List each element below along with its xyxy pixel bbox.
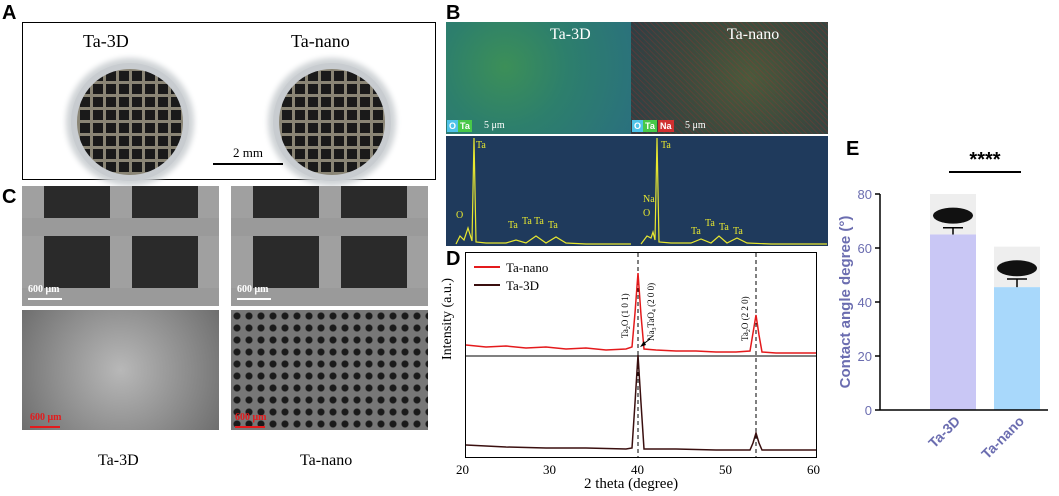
- annotation-ta2o-220: Ta2O (2 2 0): [740, 296, 752, 341]
- contact-angle-bars: [880, 194, 1048, 411]
- label-c-ta-nano: Ta-nano: [300, 452, 353, 469]
- x-label-ta-3d: Ta-3D: [925, 413, 963, 451]
- y-tick-label: 60: [858, 241, 872, 256]
- svg-text:Ta2O (1 0 1): Ta2O (1 0 1): [620, 293, 632, 338]
- label-c-ta-3d: Ta-3D: [98, 452, 139, 469]
- eds-map-ta-nano: Ta-nano O Ta Na 5 μm: [631, 22, 828, 136]
- annotation-ta2o-101: Ta2O (1 0 1): [620, 293, 632, 338]
- scale-bar-c1: [28, 298, 62, 300]
- panel-letter-d: D: [446, 248, 461, 270]
- peak-label: Ta: [733, 226, 743, 237]
- peak-label: Ta: [522, 216, 532, 227]
- svg-text:Na3TaO4 (2 0 0): Na3TaO4 (2 0 0): [646, 283, 658, 341]
- scaffold-ta-3d: [71, 63, 189, 181]
- peak-label: Ta: [534, 216, 544, 227]
- contact-angle-ylabel: Contact angle degree (°): [837, 216, 854, 389]
- xrd-xtick-60: 60: [807, 462, 820, 477]
- peak-label: Ta: [508, 220, 518, 231]
- y-tick-label: 0: [865, 403, 872, 418]
- scale-label-b2: 5 μm: [685, 120, 706, 131]
- scale-bar-c3: [30, 426, 60, 428]
- xrd-ylabel: Intensity (a.u.): [440, 277, 455, 360]
- significance-stars: ****: [969, 149, 1000, 171]
- xrd-plot: Ta-nano Ta-3D Ta2O (1 0 1) Na3TaO4 (2 0 …: [465, 252, 817, 458]
- y-tick-label: 40: [858, 295, 872, 310]
- panel-a-photo: Ta-3D Ta-nano 2 mm: [22, 22, 436, 181]
- bar-ta-3d: [930, 234, 976, 410]
- contact-angle-y-axis: 0 20 40 60 80: [858, 187, 881, 418]
- legend-ta-3d: Ta-3D: [506, 278, 539, 293]
- scaffold-ta-nano: [273, 63, 391, 181]
- legend-ta-nano: Ta-nano: [506, 260, 548, 275]
- sem-high-ta-nano: 600 μm: [231, 310, 428, 430]
- scale-bar-c4: [235, 426, 265, 428]
- sem-low-ta-3d: 600 μm: [22, 186, 219, 306]
- peak-label: Ta: [661, 140, 671, 151]
- tag-o: O: [447, 120, 459, 132]
- eds-title-ta-nano: Ta-nano: [727, 26, 780, 43]
- tag-o: O: [632, 120, 644, 132]
- eds-map-ta-3d: Ta-3D O Ta 5 μm: [446, 22, 643, 136]
- tag-ta: Ta: [643, 120, 657, 132]
- peak-label: Ta: [548, 220, 558, 231]
- panel-letter-a: A: [2, 2, 17, 24]
- contact-angle-chart: Contact angle degree (°) **** 020406080 …: [837, 149, 1048, 462]
- xrd-xtick-30: 30: [543, 462, 556, 477]
- xrd-xtick-50: 50: [719, 462, 732, 477]
- sem-low-ta-nano: 600 μm: [231, 186, 428, 306]
- scale-bar-b1: [476, 134, 526, 136]
- eds-title-ta-3d: Ta-3D: [550, 26, 591, 43]
- peak-label: Ta: [691, 226, 701, 237]
- svg-text:Ta2O (2 2 0): Ta2O (2 2 0): [740, 296, 752, 341]
- panel-letter-b: B: [446, 2, 461, 24]
- scale-label-c1: 600 μm: [28, 284, 60, 295]
- xrd-xtick-40: 40: [631, 462, 644, 477]
- xrd-xlabel: 2 theta (degree): [584, 476, 679, 492]
- xrd-xtick-20: 20: [456, 462, 469, 477]
- annotation-na3tao4-200: Na3TaO4 (2 0 0): [646, 283, 658, 341]
- sem-high-ta-3d: 600 μm: [22, 310, 219, 430]
- scale-bar-c2: [237, 298, 271, 300]
- scale-label-c2: 600 μm: [237, 284, 269, 295]
- y-tick-label: 80: [858, 187, 872, 202]
- tag-na: Na: [658, 120, 674, 132]
- peak-label: O: [456, 210, 463, 221]
- scale-label-c3: 600 μm: [30, 412, 62, 423]
- scale-label-b1: 5 μm: [484, 120, 505, 131]
- spectrum-plot-1: Ta O Ta Ta Ta Ta: [455, 137, 642, 245]
- label-ta-3d: Ta-3D: [83, 31, 129, 51]
- scale-bar-b2: [677, 134, 727, 136]
- label-ta-nano: Ta-nano: [291, 31, 350, 51]
- eds-spectrum-ta-nano: Ta Na O Ta Ta Ta Ta: [631, 136, 828, 246]
- droplet-image: [933, 207, 973, 224]
- scale-label-c4: 600 μm: [235, 412, 267, 423]
- eds-spectrum-ta-3d: Ta O Ta Ta Ta Ta: [446, 136, 643, 246]
- tag-ta: Ta: [458, 120, 472, 132]
- peak-label: Ta: [476, 140, 486, 151]
- xrd-svg: Ta-nano Ta-3D Ta2O (1 0 1) Na3TaO4 (2 0 …: [466, 253, 816, 457]
- peak-label: O: [643, 208, 650, 219]
- y-tick-label: 20: [858, 349, 872, 364]
- contact-angle-x-labels: Ta-3D Ta-nano: [925, 413, 1027, 462]
- scale-bar-a: [213, 163, 283, 165]
- bar-ta-nano: [994, 287, 1040, 410]
- droplet-image: [997, 260, 1037, 277]
- panel-letter-e: E: [846, 138, 860, 160]
- peak-label: Na: [643, 194, 655, 205]
- scale-label-a: 2 mm: [233, 145, 263, 160]
- spectrum-plot-2: Ta Na O Ta Ta Ta Ta: [640, 137, 827, 245]
- panel-letter-c: C: [2, 186, 17, 208]
- peak-label: Ta: [705, 218, 715, 229]
- x-label-ta-nano: Ta-nano: [978, 413, 1027, 462]
- peak-label: Ta: [719, 222, 729, 233]
